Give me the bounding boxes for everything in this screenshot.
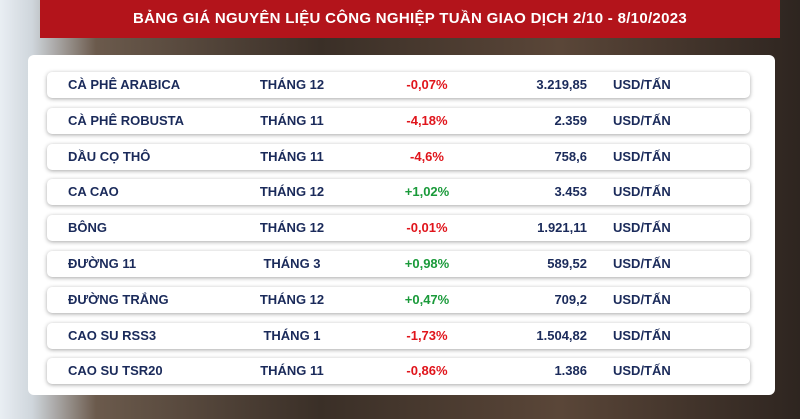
price: 589,52 — [547, 256, 587, 271]
commodity: CÀ PHÊ ARABICA — [68, 77, 181, 92]
price: 1.921,11 — [537, 220, 587, 236]
change: +0,98% — [404, 256, 450, 271]
contract-month: THÁNG 11 — [260, 112, 324, 128]
table-row: ĐƯỜNG TRẮNG THÁNG 12 +0,47% 709,2 USD/TẤN — [47, 286, 750, 313]
table-row: CÀ PHÊ ARABICA THÁNG 12 -0,07% 3.219,85 USD/… — [47, 72, 750, 98]
price: 1.504,82 — [536, 327, 587, 343]
table-row: ĐƯỜNG 11 THÁNG 3 +0,98% 589,52 USD/TẤN — [47, 251, 750, 277]
contract-month: THÁNG 12 — [259, 220, 325, 236]
commodity: DẦU CỌ THÔ — [68, 148, 151, 164]
contract-month: THÁNG 11 — [260, 148, 324, 164]
unit: USD/TẤN — [613, 291, 671, 307]
commodity: ĐƯỜNG 11 — [68, 256, 137, 271]
change: +1,02% — [404, 184, 450, 200]
contract-month: THÁNG 3 — [263, 256, 321, 271]
table-panel: CÀ PHÊ ARABICA THÁNG 12 -0,07% 3.219,85 USD/… — [28, 55, 775, 395]
table-row: BÔNG THÁNG 12 -0,01% 1.921,11 USD/TẤN — [47, 215, 750, 242]
contract-month: THÁNG 12 — [259, 184, 325, 200]
commodity: CA CAO — [68, 184, 119, 200]
change: -4,6% — [410, 148, 444, 164]
contract-month: THÁNG 1 — [263, 327, 321, 343]
commodity: CAO SU RSS3 — [68, 327, 157, 343]
unit: USD/TẤN — [613, 256, 671, 271]
change: -0,07% — [406, 77, 448, 92]
unit: USD/TẤN — [613, 112, 671, 128]
change: -1,73% — [406, 327, 448, 343]
change: -4,18% — [406, 112, 448, 128]
commodity: ĐƯỜNG TRẮNG — [68, 291, 169, 307]
contract-month: THÁNG 11 — [260, 363, 324, 379]
unit: USD/TẤN — [613, 327, 671, 343]
table-row: CA CAO THÁNG 12 +1,02% 3.453 USD/TẤN — [47, 179, 750, 206]
unit: USD/TẤN — [613, 148, 671, 164]
change: +0,47% — [404, 291, 450, 307]
change: -0,01% — [406, 220, 448, 236]
commodity: BÔNG — [68, 220, 107, 236]
unit: USD/TẤN — [613, 363, 671, 379]
table-row: DẦU CỌ THÔ THÁNG 11 -4,6% 758,6 USD/TẤN — [47, 143, 750, 170]
table-row: CÀ PHÊ ROBUSTA THÁNG 11 -4,18% 2.359 USD/TẤN — [47, 107, 750, 134]
price: 2.359 — [554, 112, 587, 128]
change: -0,86% — [406, 363, 448, 379]
price: 3.453 — [554, 184, 587, 200]
table-row: CAO SU TSR20 THÁNG 11 -0,86% 1.386 USD/TẤN — [47, 358, 750, 385]
unit: USD/TẤN — [613, 184, 671, 200]
unit: USD/TẤN — [613, 77, 671, 92]
price: 3.219,85 — [536, 77, 587, 92]
commodity: CÀ PHÊ ROBUSTA — [68, 112, 185, 128]
price: 758,6 — [554, 148, 587, 164]
contract-month: THÁNG 12 — [259, 291, 325, 307]
title-banner: BẢNG GIÁ NGUYÊN LIỆU CÔNG NGHIỆP TUẦN GI… — [40, 0, 780, 38]
price: 709,2 — [554, 291, 587, 307]
contract-month: THÁNG 12 — [259, 77, 325, 92]
table-row: CAO SU RSS3 THÁNG 1 -1,73% 1.504,82 USD/TẤN — [47, 322, 750, 349]
commodity: CAO SU TSR20 — [68, 363, 163, 379]
price: 1.386 — [554, 363, 587, 379]
unit: USD/TẤN — [613, 220, 671, 236]
